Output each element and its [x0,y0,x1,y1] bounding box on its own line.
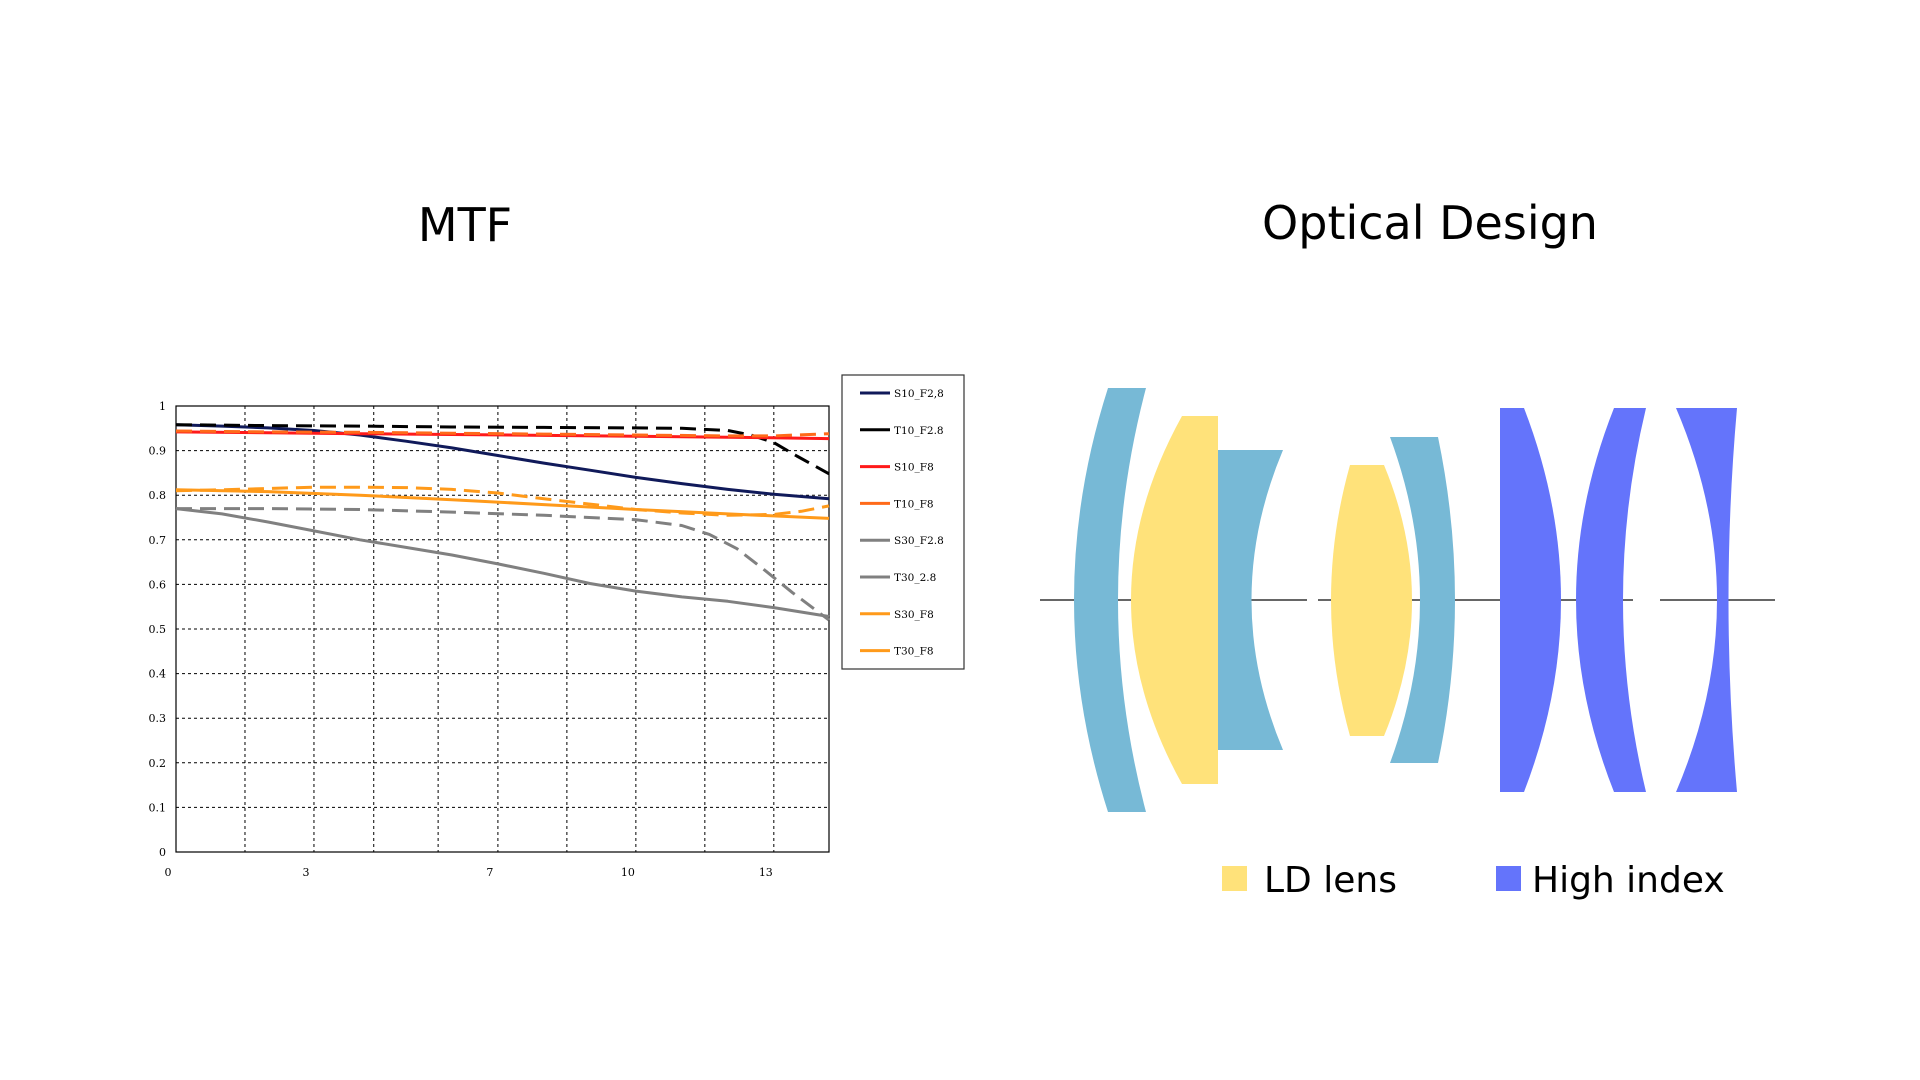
lens-element-5 [1390,437,1455,763]
legend-label: T30_F8 [894,646,934,658]
lens-element-6 [1500,408,1561,792]
y-tick-label: 0.3 [149,712,167,725]
legend-label: T30_2.8 [894,572,936,584]
legend-box [841,374,965,670]
ld-lens-swatch [1222,866,1247,891]
series-line-6 [176,507,830,622]
plot-border [175,405,830,853]
lens-element-4 [1331,465,1412,736]
optical-design-diagram [1040,388,1775,812]
series-line-5 [175,507,830,618]
chart-ticks: 00.10.20.30.40.50.60.70.80.910 3 7 10 13 [149,400,773,879]
x-tick-label: 3 [302,866,309,879]
series-line-4 [175,429,830,438]
legend-label: S10_F8 [894,462,934,474]
high-index-swatch [1496,866,1521,891]
chart-legend: S10_F2,8 T10_F2.8 S10_F8 T10_F8 S30_F2.8 T30_… [841,374,965,670]
legend-label: S10_F2,8 [894,388,944,400]
y-tick-label: 0 [159,846,166,859]
chart-series [175,423,830,622]
y-tick-label: 0.9 [149,445,167,458]
optical-design-title: Optical Design [1262,196,1598,250]
legend-label: T10_F8 [894,498,934,510]
legend-label: S30_F2.8 [894,535,944,547]
mtf-title: MTF [417,198,513,252]
lens-element-2 [1131,416,1218,784]
ld-lens-label: LD lens [1264,860,1397,901]
legend-label: T10_F2.8 [894,425,944,437]
y-tick-label: 0.5 [149,623,167,636]
series-line-8 [175,485,830,517]
lens-key: LD lens High index [1222,860,1725,901]
lens-element-3 [1218,450,1283,750]
chart-frame [175,405,830,853]
y-tick-label: 0.8 [149,489,167,502]
y-tick-label: 0.2 [149,757,167,770]
y-tick-label: 0.4 [149,668,167,681]
lens-element-7 [1576,408,1646,792]
series-line-2 [175,423,830,476]
x-tick-label: 10 [621,866,635,879]
y-tick-label: 0.1 [149,801,167,814]
series-line-1 [175,423,830,501]
lens-element-1 [1074,388,1146,812]
chart-grid [176,406,829,852]
high-index-label: High index [1532,860,1725,901]
y-tick-label: 1 [159,400,166,413]
y-tick-label: 0.7 [149,534,167,547]
legend-label: S30_F8 [894,609,934,621]
x-tick-label: 13 [759,866,773,879]
x-tick-label: 0 [165,866,172,879]
x-tick-label: 7 [486,866,493,879]
lens-element-8 [1676,408,1737,792]
y-tick-label: 0.6 [149,578,167,591]
